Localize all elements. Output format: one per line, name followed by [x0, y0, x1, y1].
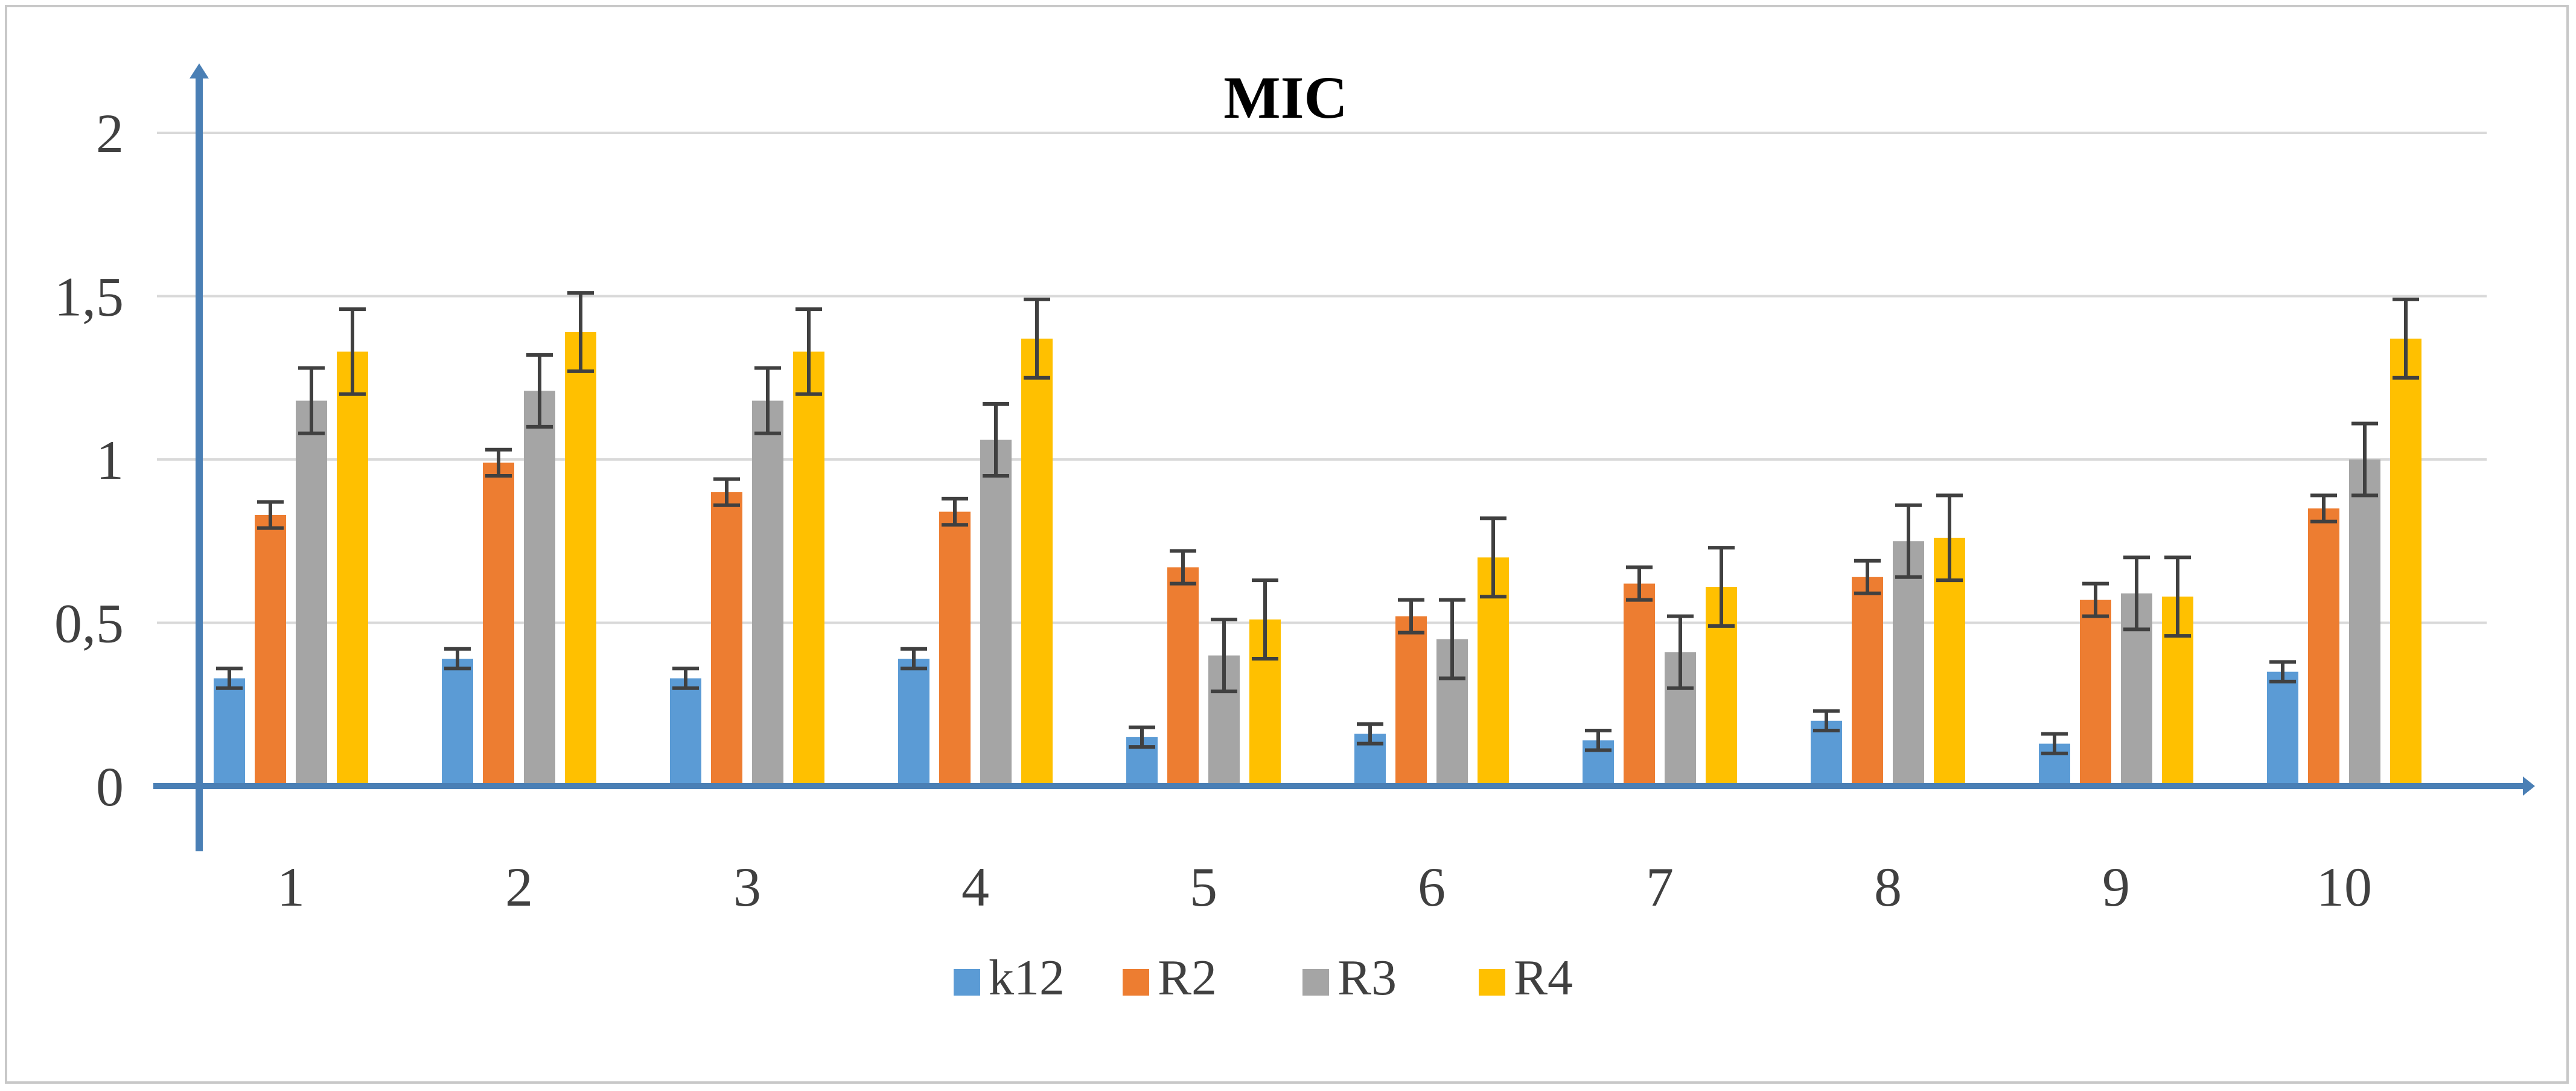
- legend-label-r4: R4: [1514, 950, 1573, 1006]
- error-bars: [216, 291, 2419, 755]
- bar-r4-10: [2390, 338, 2421, 786]
- bar-r2-8: [1852, 577, 1883, 786]
- x-tick-label: 9: [2102, 856, 2130, 918]
- legend-label-r3: R3: [1337, 950, 1397, 1006]
- x-tick-label: 8: [1874, 856, 1902, 918]
- bar-r2-4: [939, 511, 971, 786]
- bar-r3-4: [980, 440, 1012, 786]
- bar-r4-2: [565, 332, 596, 786]
- x-tick-label: 6: [1418, 856, 1446, 918]
- chart-title: MIC: [1223, 64, 1348, 131]
- bar-r2-10: [2308, 508, 2339, 786]
- bar-r2-5: [1167, 567, 1199, 786]
- x-tick-label: 1: [277, 856, 305, 918]
- legend-swatch-r4: [1479, 969, 1505, 996]
- x-tick-label: 2: [505, 856, 533, 918]
- bar-r2-1: [255, 514, 286, 786]
- y-tick-label: 0,5: [54, 593, 124, 654]
- bar-k12-10: [2267, 671, 2298, 786]
- x-tick-label: 3: [733, 856, 761, 918]
- bar-k12-3: [670, 678, 701, 786]
- bar-r3-8: [1893, 541, 1924, 786]
- bar-k12-4: [898, 659, 929, 786]
- y-tick-label: 1,5: [54, 266, 124, 328]
- bar-r3-2: [524, 391, 555, 786]
- y-tick-label: 1: [96, 429, 124, 491]
- bar-r4-4: [1021, 338, 1053, 786]
- bar-r2-3: [711, 492, 742, 786]
- bar-k12-1: [214, 678, 245, 786]
- chart-frame: [5, 5, 2569, 1084]
- x-tick-label: 4: [961, 856, 989, 918]
- x-tick-label: 5: [1190, 856, 1217, 918]
- bar-r2-7: [1624, 583, 1655, 786]
- legend-swatch-k12: [954, 969, 980, 996]
- legend-swatch-r3: [1302, 969, 1329, 996]
- x-tick-label: 10: [2316, 856, 2372, 918]
- y-tick-label: 0: [96, 756, 124, 817]
- bar-r4-3: [793, 351, 824, 786]
- legend-label-r2: R2: [1158, 950, 1217, 1006]
- bar-r2-9: [2080, 600, 2111, 786]
- axes: [153, 63, 2535, 851]
- tick-labels: 0 0,5 1 1,5 2 1 2 3 4 5 6 7 8 9 10: [54, 103, 2372, 918]
- bars: [214, 332, 2421, 786]
- legend-label-k12: k12: [989, 950, 1065, 1006]
- bar-r3-3: [752, 400, 783, 786]
- bar-r3-10: [2349, 459, 2380, 786]
- bar-r4-1: [337, 351, 368, 786]
- y-tick-label: 2: [96, 103, 124, 164]
- legend-swatch-r2: [1123, 969, 1149, 996]
- x-tick-label: 7: [1646, 856, 1674, 918]
- x-axis-arrow-icon: [2523, 776, 2535, 796]
- bar-k12-2: [442, 659, 473, 786]
- bar-r2-6: [1395, 616, 1427, 786]
- bar-r2-2: [483, 462, 514, 786]
- bar-r3-1: [296, 400, 327, 786]
- legend: k12 R2 R3 R4: [954, 950, 1573, 1006]
- y-axis-arrow-icon: [190, 63, 209, 78]
